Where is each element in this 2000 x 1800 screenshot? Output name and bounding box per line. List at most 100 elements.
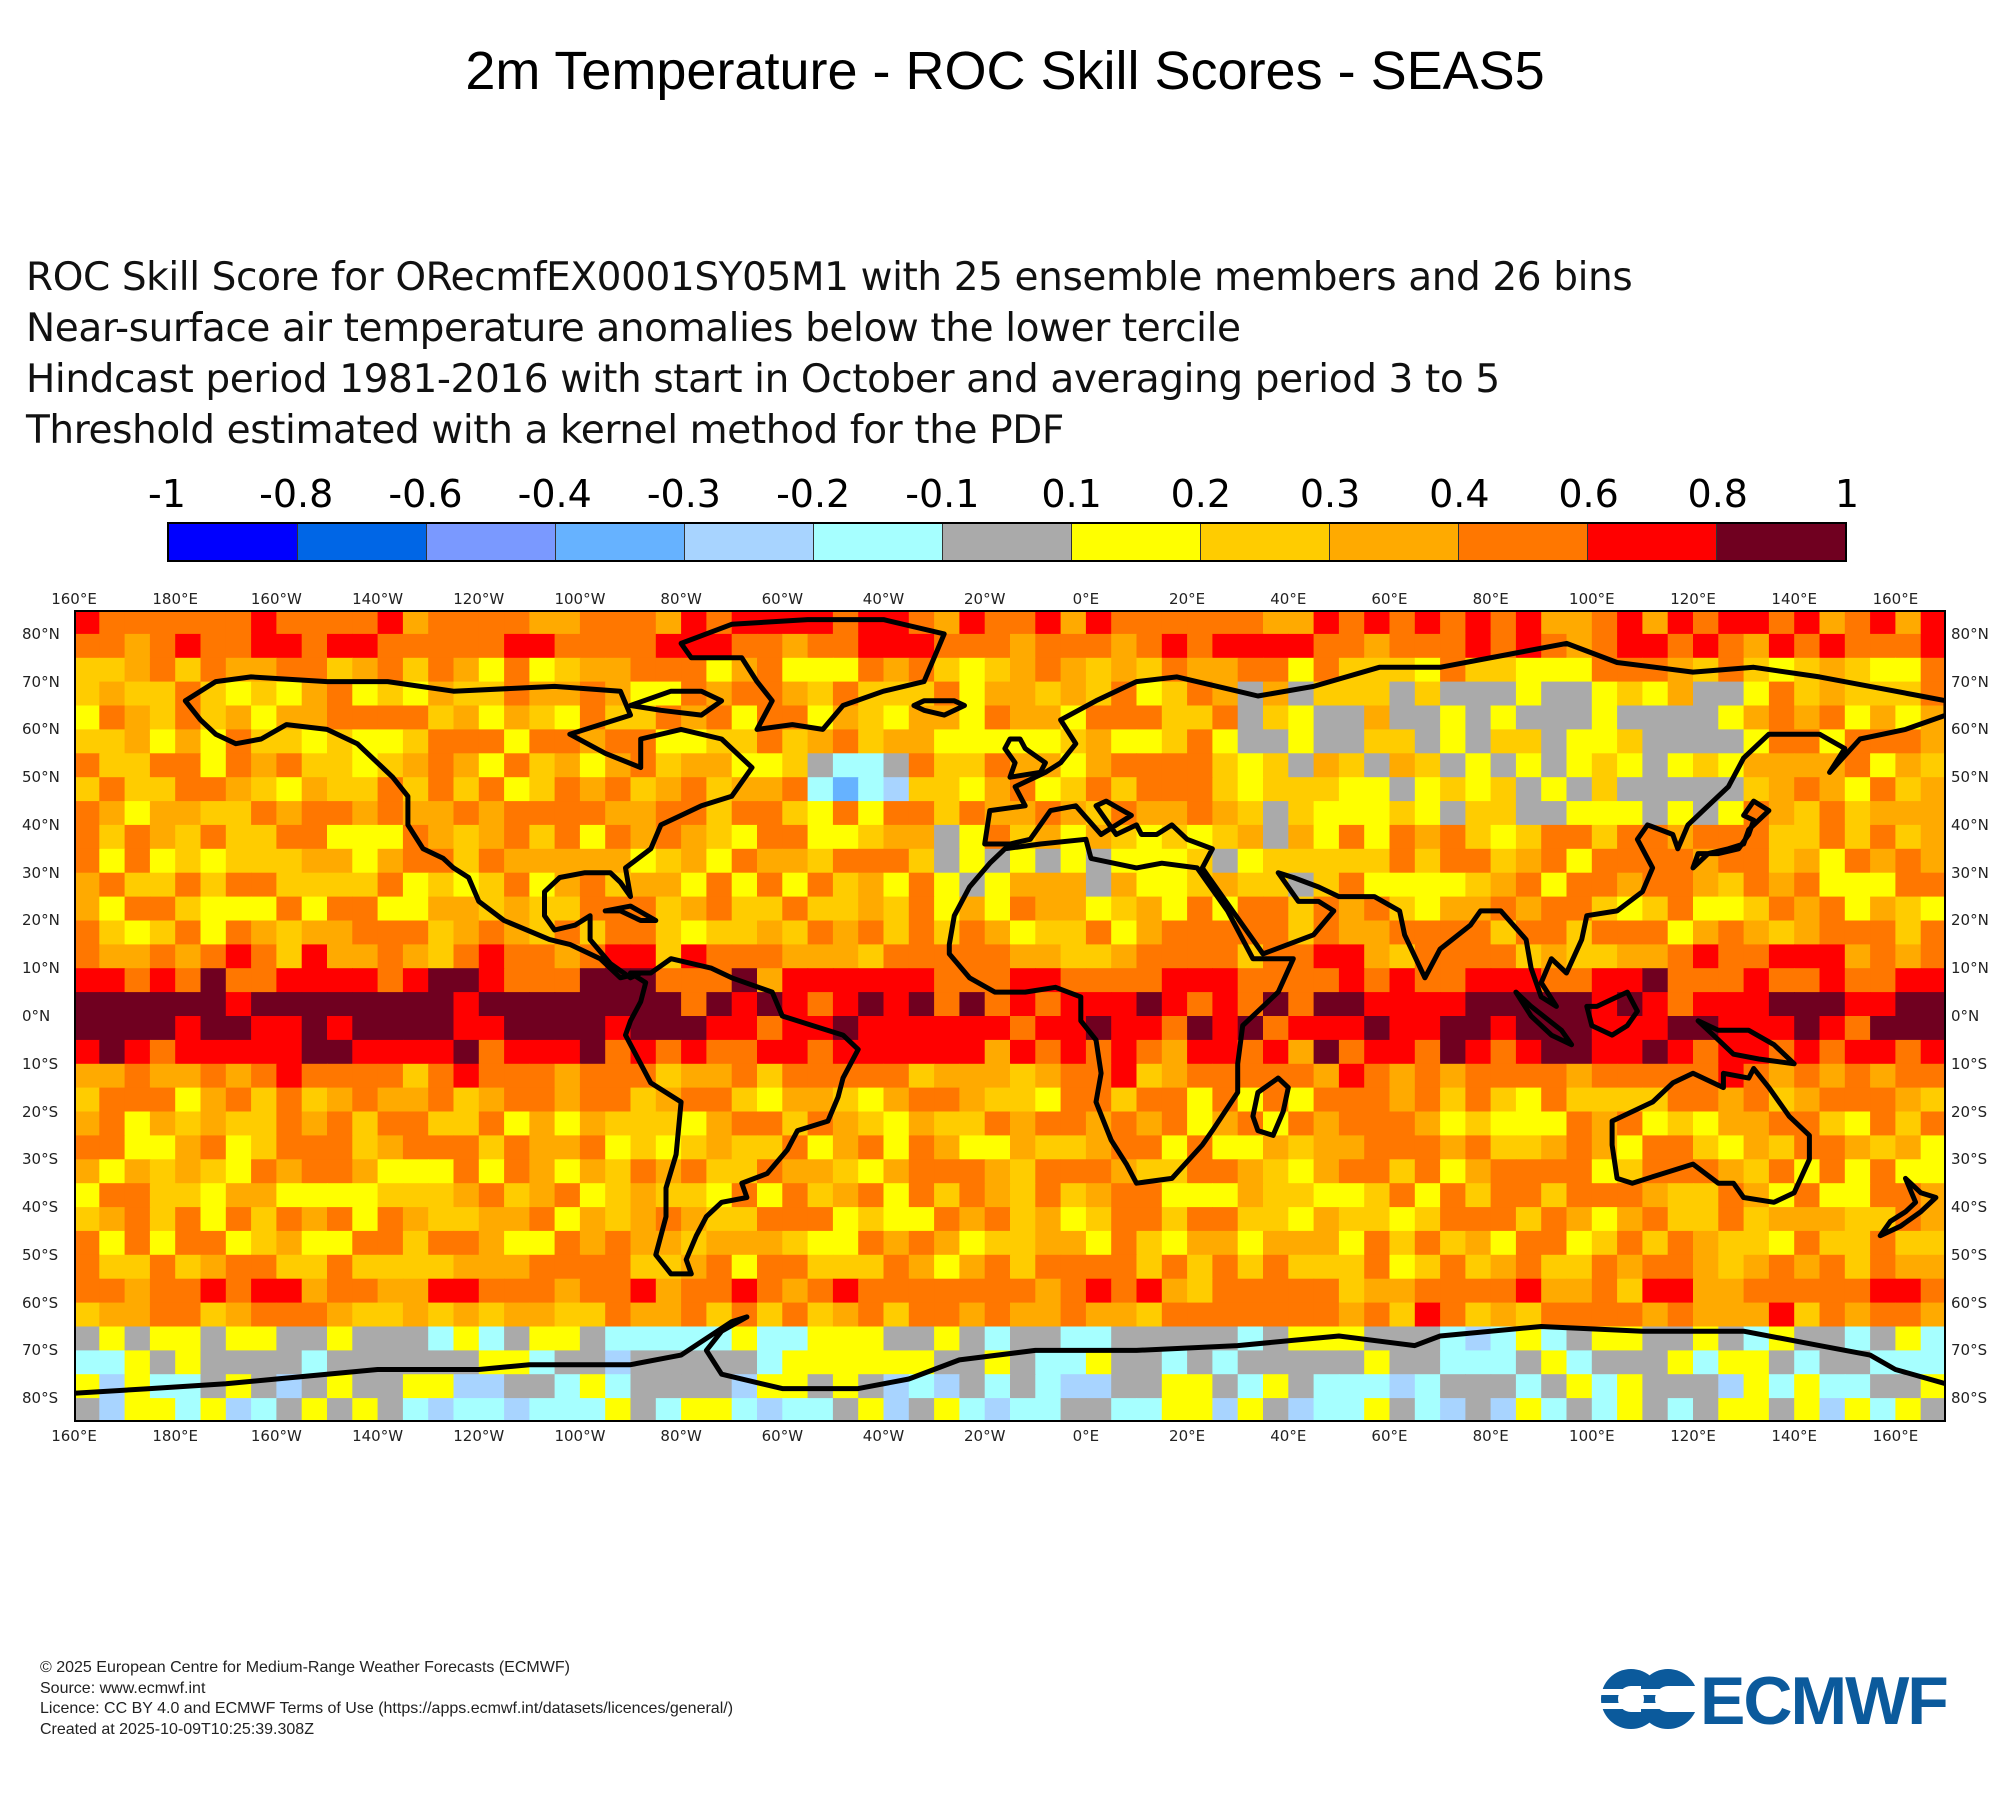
grid-cell	[1667, 1350, 1694, 1375]
grid-cell	[934, 1016, 960, 1041]
grid-cell	[1819, 992, 1846, 1017]
grid-cell	[832, 968, 859, 993]
map-subtitle: ROC Skill Score for ORecmfEX0001SY05M1 w…	[26, 252, 1826, 456]
grid-cell	[757, 753, 783, 778]
grid-cell	[529, 610, 556, 635]
grid-cell	[352, 1302, 379, 1328]
grid-cell	[630, 872, 657, 898]
grid-cell	[655, 1039, 682, 1065]
grid-cell	[1263, 657, 1289, 683]
grid-cell	[757, 1111, 783, 1136]
grid-cell	[1338, 1254, 1365, 1280]
grid-cell	[1541, 824, 1568, 850]
grid-cell	[1414, 1016, 1441, 1041]
grid-cell	[1111, 1374, 1138, 1399]
grid-cell	[225, 1111, 252, 1136]
grid-cell	[377, 1302, 404, 1328]
grid-cell	[74, 801, 100, 826]
grid-cell	[478, 1183, 505, 1208]
grid-cell	[1035, 1398, 1062, 1422]
grid-cell	[1566, 1207, 1593, 1232]
grid-cell	[1440, 753, 1466, 778]
grid-cell	[807, 1063, 834, 1089]
grid-cell	[1085, 1350, 1112, 1375]
coast-madagascar	[1250, 1075, 1291, 1138]
grid-cell	[1819, 944, 1846, 969]
grid-cell	[554, 848, 581, 874]
grid-cell	[883, 920, 910, 945]
grid-cell	[1313, 1398, 1340, 1422]
grid-cell	[352, 920, 379, 945]
grid-cell	[504, 777, 530, 802]
grid-cell	[1237, 1278, 1264, 1304]
grid-cell	[1844, 824, 1871, 850]
grid-cell	[301, 681, 328, 707]
grid-cell	[124, 610, 151, 635]
grid-cell	[124, 681, 151, 707]
grid-cell	[327, 896, 353, 922]
grid-cell	[149, 801, 176, 826]
grid-cell	[225, 944, 252, 969]
grid-cell	[124, 1230, 151, 1256]
latitude-label: 40°N	[1951, 815, 1989, 834]
grid-cell	[1465, 872, 1492, 898]
grid-cell	[1111, 1039, 1138, 1065]
grid-cell	[832, 801, 859, 826]
grid-cell	[1389, 872, 1416, 898]
grid-cell	[1819, 896, 1846, 922]
grid-cell	[1566, 681, 1593, 707]
grid-cell	[1566, 848, 1593, 874]
grid-cell	[1617, 920, 1643, 945]
grid-cell	[1490, 729, 1517, 754]
grid-cell	[605, 1063, 632, 1089]
grid-cell	[1060, 1326, 1087, 1351]
grid-cell	[1389, 1063, 1416, 1089]
grid-cell	[175, 1278, 202, 1304]
grid-cell	[1794, 1063, 1821, 1089]
grid-cell	[1617, 753, 1643, 778]
grid-cell	[200, 801, 227, 826]
grid-cell	[1515, 848, 1542, 874]
grid-cell	[984, 896, 1011, 922]
grid-cell	[908, 729, 935, 754]
grid-cell	[984, 1254, 1011, 1280]
grid-cell	[1844, 753, 1871, 778]
grid-cell	[1693, 1254, 1719, 1280]
grid-cell	[1161, 705, 1188, 730]
grid-cell	[377, 729, 404, 754]
grid-cell	[1237, 633, 1264, 659]
grid-cell	[1541, 1254, 1568, 1280]
grid-cell	[175, 1207, 202, 1232]
grid-cell	[276, 1398, 303, 1422]
longitude-label: 80°E	[1472, 1427, 1509, 1445]
grid-cell	[1364, 801, 1391, 826]
longitude-label: 120°W	[453, 1427, 505, 1445]
grid-cell	[959, 729, 986, 754]
grid-cell	[883, 1159, 910, 1184]
ecmwf-logo-text: ECMWF	[1700, 1664, 1947, 1734]
grid-cell	[655, 992, 682, 1017]
grid-cell	[352, 1326, 379, 1351]
grid-cell	[225, 1278, 252, 1304]
grid-cell	[149, 1087, 176, 1113]
grid-cell	[352, 1016, 379, 1041]
grid-cell	[1288, 1039, 1315, 1065]
grid-cell	[1035, 657, 1062, 683]
grid-cell	[1693, 1278, 1719, 1304]
grid-cell	[1566, 729, 1593, 754]
grid-cell	[1288, 753, 1315, 778]
grid-cell	[1920, 729, 1946, 754]
grid-cell	[1895, 1087, 1922, 1113]
grid-cell	[959, 1111, 986, 1136]
grid-cell	[1414, 824, 1441, 850]
grid-cell	[1794, 1039, 1821, 1065]
grid-cell	[883, 1016, 910, 1041]
grid-cell	[1338, 1111, 1365, 1136]
grid-cell	[1591, 753, 1618, 778]
grid-cell	[908, 1016, 935, 1041]
grid-cell	[251, 1254, 277, 1280]
grid-cell	[579, 1374, 606, 1399]
grid-cell	[1111, 992, 1138, 1017]
grid-cell	[251, 1278, 277, 1304]
grid-cell	[1035, 992, 1062, 1017]
